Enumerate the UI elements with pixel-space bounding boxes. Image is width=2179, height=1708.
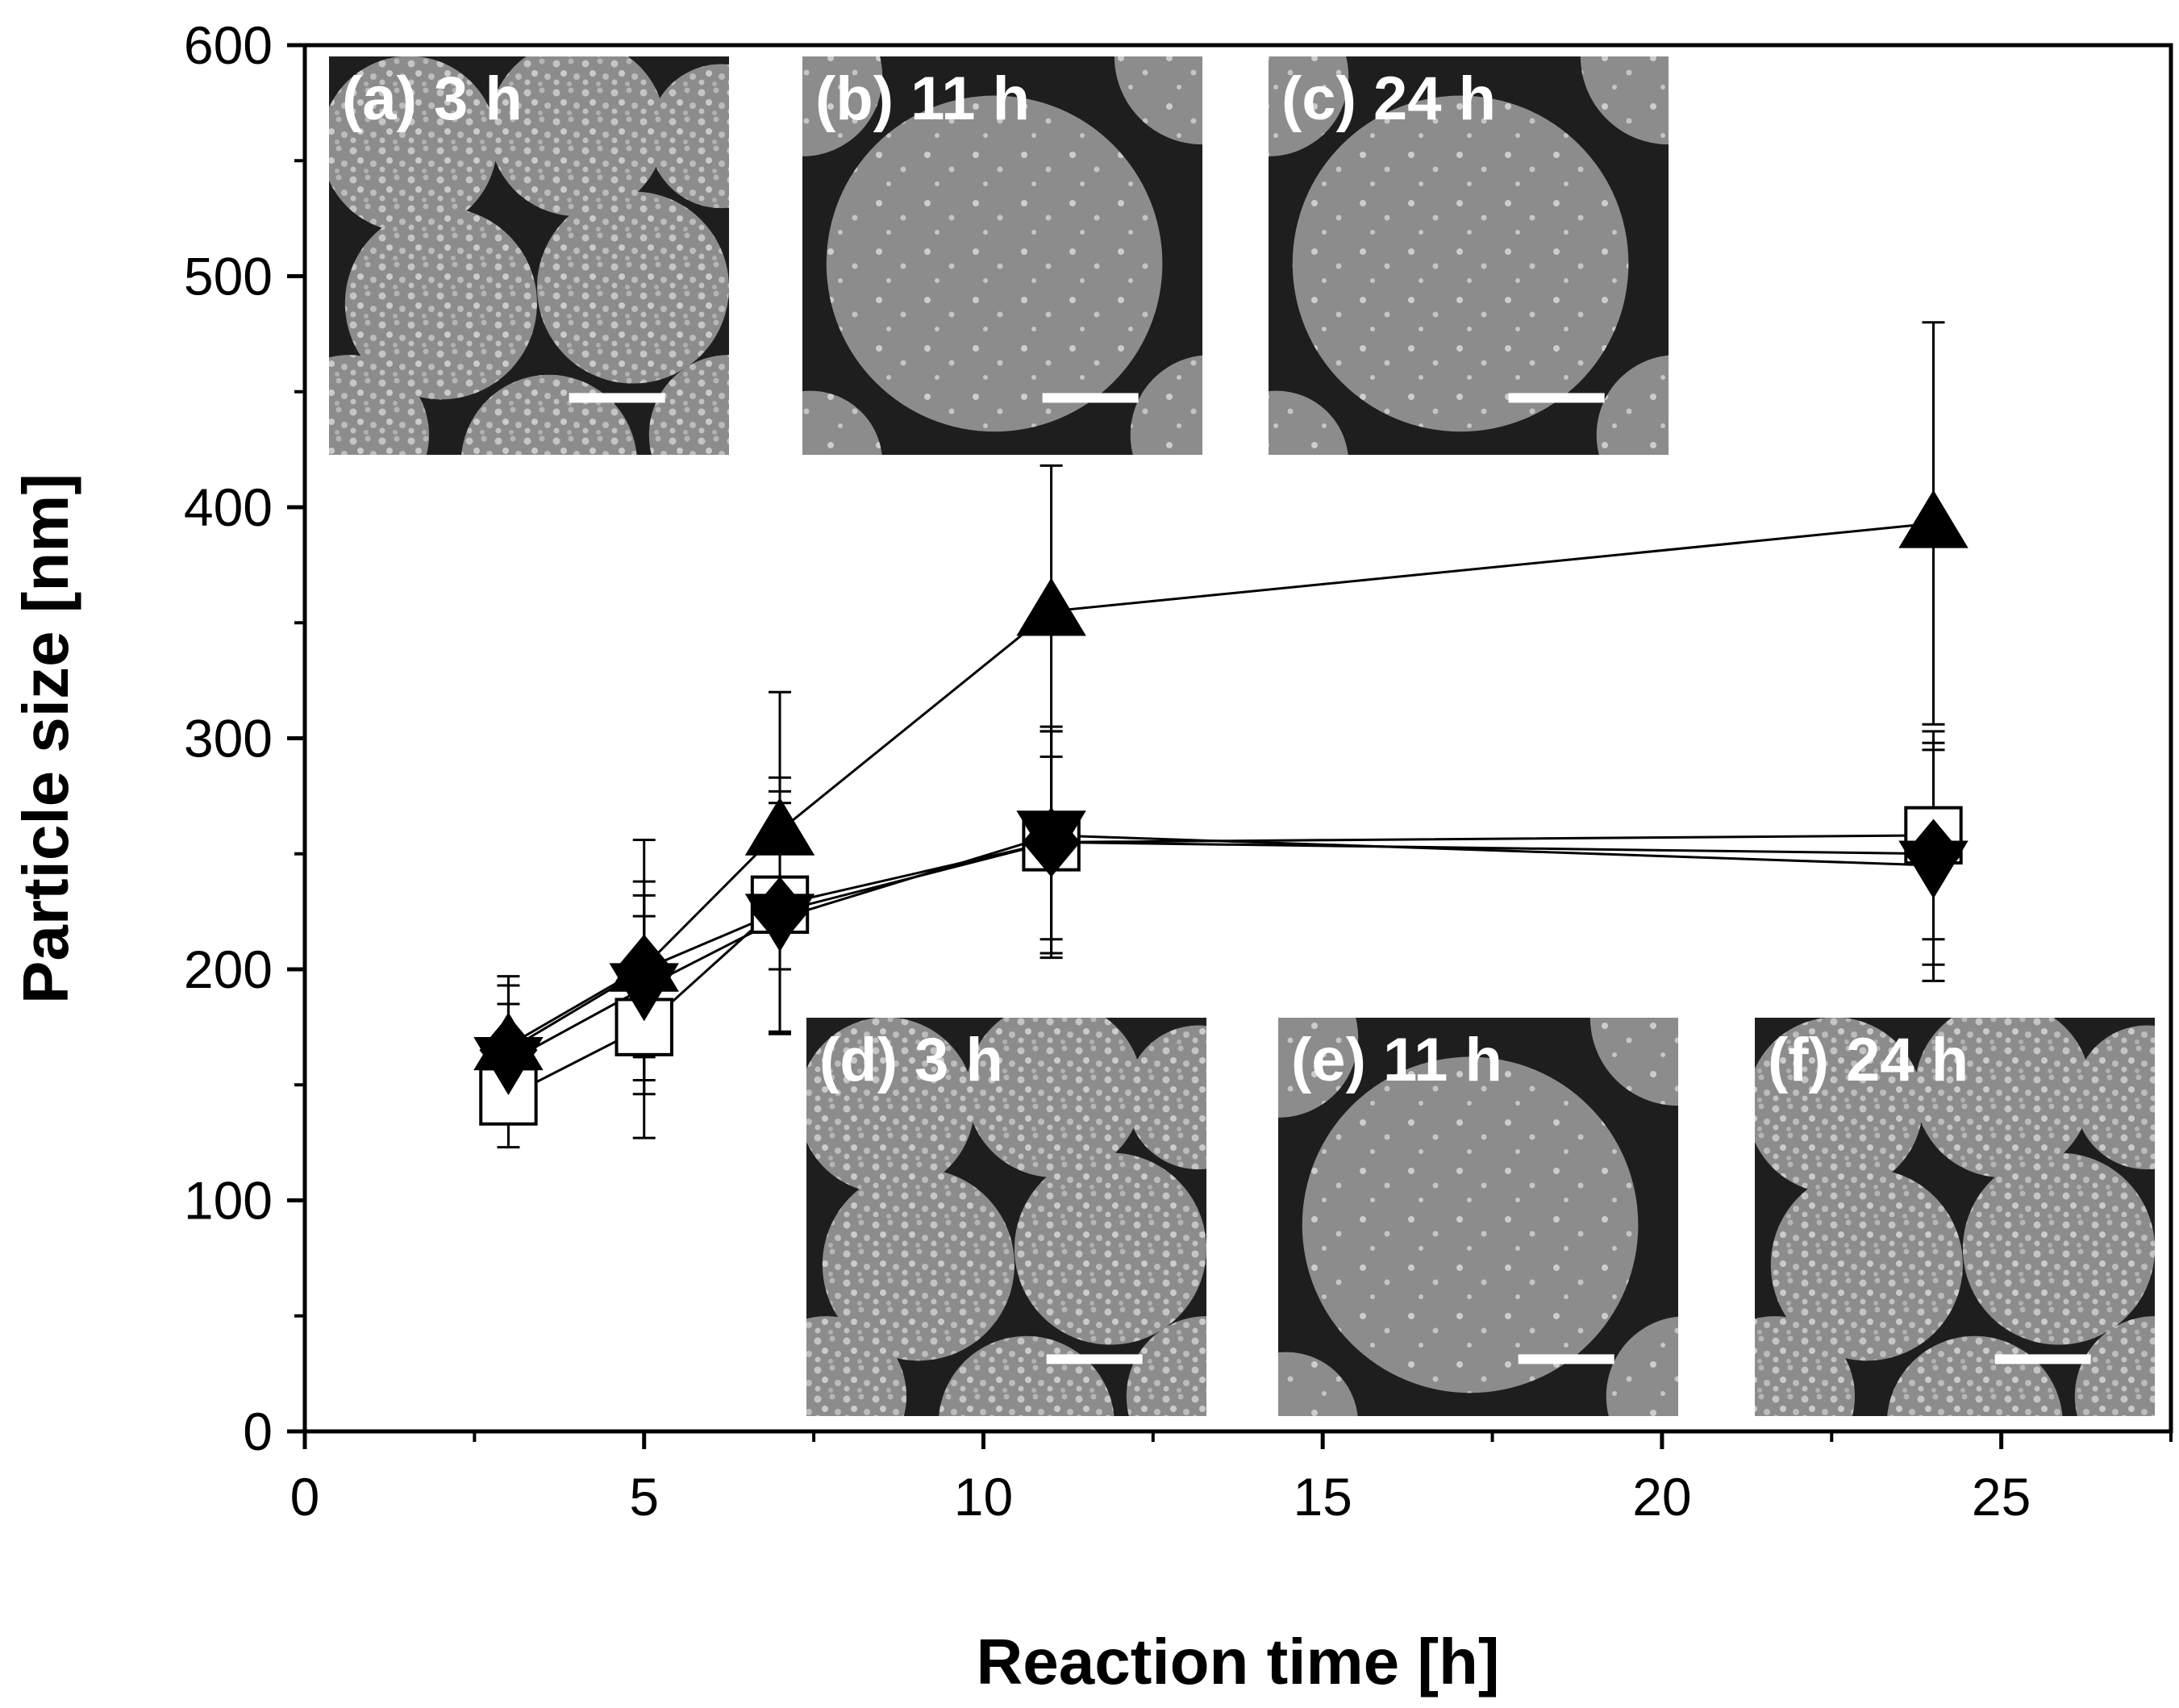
triangle-up-marker [744, 797, 815, 856]
inset-particle-texture [1114, 56, 1202, 145]
diamond-marker [751, 877, 810, 947]
inset-label-a: (a) 3 h [342, 65, 523, 133]
sem-inset-images: (a) 3 h (b) 11 h (c) 24 h (d) 3 h (e) 11 h (f… [329, 56, 2155, 1416]
inset-particle-texture [826, 95, 1163, 432]
inset-particle-texture [1589, 1018, 1678, 1106]
inset-particle-texture [1269, 390, 1348, 455]
inset-particle-texture [329, 355, 429, 455]
inset-body [329, 56, 729, 455]
inset-particle-texture [806, 1316, 906, 1416]
inset-particle-texture [1580, 56, 1669, 145]
inset-body [1755, 1018, 2155, 1416]
inset-particle-texture [1278, 1352, 1358, 1416]
inset-particle-texture [1755, 1018, 1923, 1194]
inset-particle-texture [1126, 1025, 1206, 1170]
inset-label-f: (f) 24 h [1768, 1026, 1969, 1094]
x-tick-label: 0 [290, 1467, 320, 1527]
inset-particle-texture [1292, 95, 1629, 432]
inset-body [1269, 56, 1669, 455]
triangle-up-marker [1898, 489, 1969, 548]
inset-particle-texture [822, 1169, 1015, 1361]
inset-particle-texture [329, 56, 498, 232]
series-line-filled-triangle-down [507, 834, 1934, 1063]
y-tick-label: 300 [184, 709, 273, 769]
inset-particle-texture [806, 1018, 975, 1194]
scale-bar [1046, 1354, 1143, 1364]
inset-particle-texture [648, 355, 729, 455]
inset-particle-texture [1302, 1056, 1639, 1393]
triangle-up-marker [609, 933, 679, 992]
x-tick-label: 5 [629, 1467, 659, 1527]
inset-particle-texture [802, 390, 882, 455]
data-markers [473, 489, 1969, 1126]
x-axis-title: Reaction time [h] [977, 1626, 1500, 1698]
inset-particle-texture [1606, 1316, 1678, 1416]
scale-bar [1518, 1354, 1614, 1364]
y-tick-label: 100 [184, 1171, 273, 1231]
axis-ticks: 0 5 10 15 20 25 0 100 200 300 400 500 600 [184, 15, 2173, 1527]
scale-bar [1508, 393, 1605, 403]
inset-particle-texture [1755, 1316, 1855, 1416]
sem-inset-d: (d) 3 h [806, 1018, 1206, 1416]
x-tick-label: 15 [1293, 1467, 1352, 1527]
inset-body [802, 56, 1202, 455]
x-tick-label: 20 [1632, 1467, 1691, 1527]
triangle-up-marker [1016, 577, 1086, 636]
inset-particle-texture [489, 56, 665, 217]
inset-particle-texture [1126, 1316, 1206, 1416]
y-tick-label: 200 [184, 939, 273, 999]
diamond-marker [1022, 807, 1081, 877]
inset-particle-texture [1770, 1169, 1963, 1361]
y-tick-label: 500 [184, 247, 273, 306]
inset-label-c: (c) 24 h [1281, 65, 1496, 133]
sem-inset-e: (e) 11 h [1278, 1018, 1678, 1416]
inset-particle-texture [966, 1018, 1143, 1178]
series-lines [507, 522, 1934, 1098]
inset-particle-texture [648, 64, 729, 209]
inset-particle-texture [2074, 1316, 2155, 1416]
inset-particle-texture [1914, 1018, 2091, 1178]
series-line-filled-diamond [507, 840, 1934, 1052]
x-tick-label: 25 [1972, 1467, 2031, 1527]
inset-particle-texture [2074, 1025, 2155, 1170]
inset-particle-texture [1014, 1152, 1206, 1345]
scale-bar [1994, 1354, 2091, 1364]
inset-label-b: (b) 11 h [815, 65, 1030, 133]
series-line-filled-triangle-up [507, 522, 1934, 1047]
inset-particle-texture [344, 207, 537, 400]
series-line-open-square [507, 834, 1934, 1098]
sem-inset-b: (b) 11 h [802, 56, 1202, 455]
sem-inset-c: (c) 24 h [1269, 56, 1669, 455]
inset-particle-texture [1278, 1018, 1359, 1118]
triangle-up-marker [473, 1012, 544, 1071]
inset-particle-texture [1269, 56, 1349, 156]
inset-body [1278, 1018, 1678, 1416]
inset-label-e: (e) 11 h [1291, 1026, 1502, 1094]
x-tick-label: 10 [954, 1467, 1013, 1527]
sem-inset-f: (f) 24 h [1755, 1018, 2155, 1416]
inset-particle-texture [1130, 355, 1202, 455]
scale-bar [569, 393, 665, 403]
inset-particle-texture [1596, 355, 1669, 455]
diamond-marker [1904, 819, 1963, 889]
scale-bar [1042, 393, 1139, 403]
inset-particle-texture [802, 56, 883, 156]
y-tick-label: 0 [243, 1402, 273, 1461]
y-tick-label: 600 [184, 15, 273, 75]
sem-inset-a: (a) 3 h [329, 56, 729, 455]
y-tick-label: 400 [184, 477, 273, 537]
inset-label-d: (d) 3 h [819, 1026, 1003, 1094]
inset-particle-texture [536, 191, 729, 384]
inset-particle-texture [1962, 1152, 2155, 1345]
inset-body [806, 1018, 1206, 1416]
y-axis-title: Particle size [nm] [10, 473, 81, 1004]
